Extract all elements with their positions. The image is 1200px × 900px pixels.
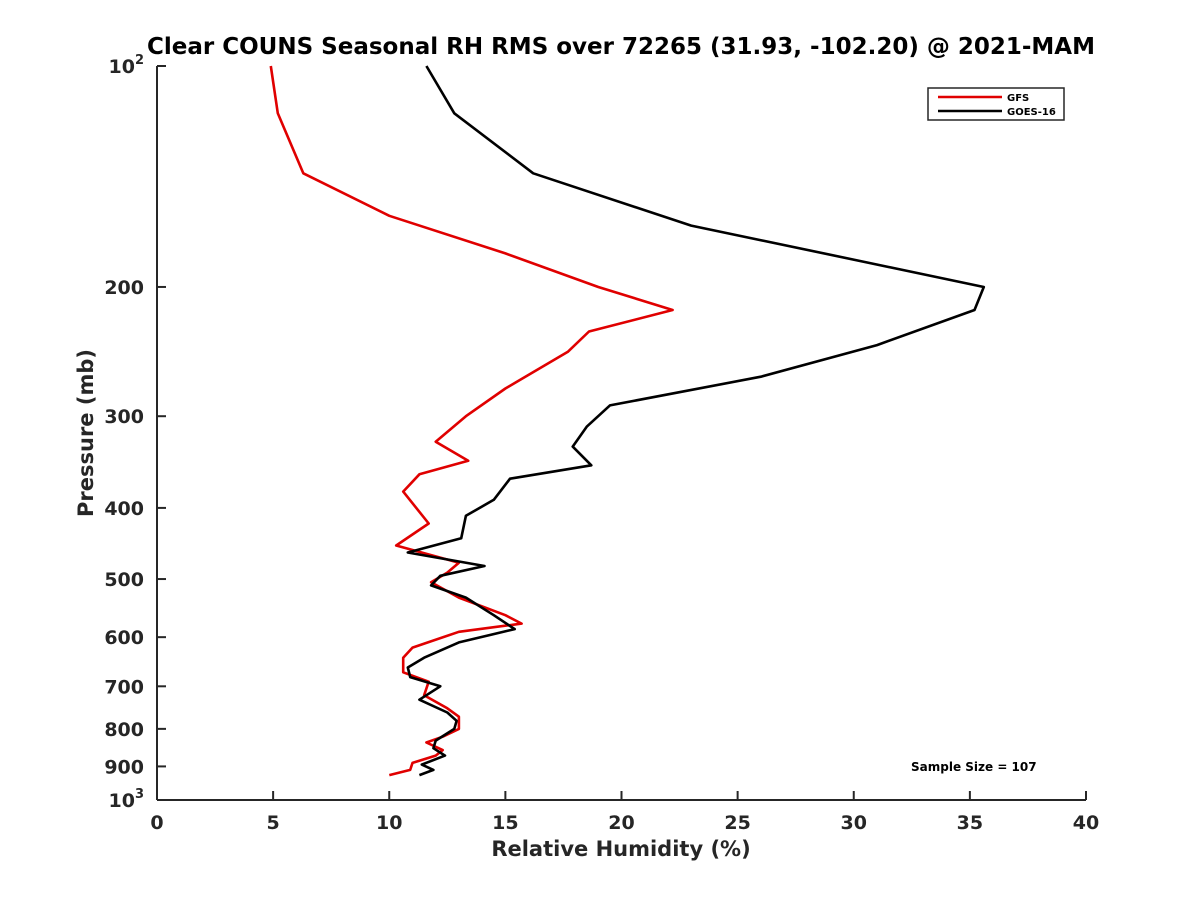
- y-tick-label: 600: [104, 627, 144, 649]
- y-tick-label: 300: [104, 406, 144, 428]
- series-line-goes-16: [406, 65, 986, 777]
- legend: GFS GOES-16: [927, 87, 1065, 121]
- legend-box: [927, 87, 1065, 121]
- x-tick-label: 15: [492, 812, 518, 834]
- x-tick-label: 20: [608, 812, 634, 834]
- y-tick-label: 700: [104, 676, 144, 698]
- y-tick-label: 102: [109, 53, 145, 78]
- y-tick-label: 900: [104, 756, 144, 778]
- legend-label-goes-16: GOES-16: [1007, 107, 1056, 118]
- legend-label-gfs: GFS: [1007, 93, 1029, 104]
- x-tick-label: 40: [1073, 812, 1099, 834]
- x-axis-label: Relative Humidity (%): [491, 837, 750, 861]
- series-group: [269, 65, 986, 777]
- series-line-gfs: [269, 65, 674, 777]
- x-tick-label: 10: [376, 812, 402, 834]
- y-tick-label: 200: [104, 277, 144, 299]
- x-ticks: 0 5 10 15 20 25 30 35 40: [150, 791, 1099, 834]
- y-tick-label: 500: [104, 569, 144, 591]
- y-tick-label: 103: [109, 787, 145, 812]
- x-tick-label: 0: [150, 812, 163, 834]
- x-tick-label: 25: [724, 812, 750, 834]
- y-ticks: 102 200 300 400 500 600 700 800 900 103: [104, 53, 166, 812]
- x-tick-label: 30: [841, 812, 867, 834]
- y-tick-label: 800: [104, 719, 144, 741]
- y-axis-label: Pressure (mb): [74, 349, 98, 517]
- sample-size-annotation: Sample Size = 107: [911, 760, 1037, 774]
- y-tick-label: 400: [104, 498, 144, 520]
- x-tick-label: 5: [267, 812, 280, 834]
- chart-title: Clear COUNS Seasonal RH RMS over 72265 (…: [147, 34, 1095, 60]
- x-tick-label: 35: [957, 812, 983, 834]
